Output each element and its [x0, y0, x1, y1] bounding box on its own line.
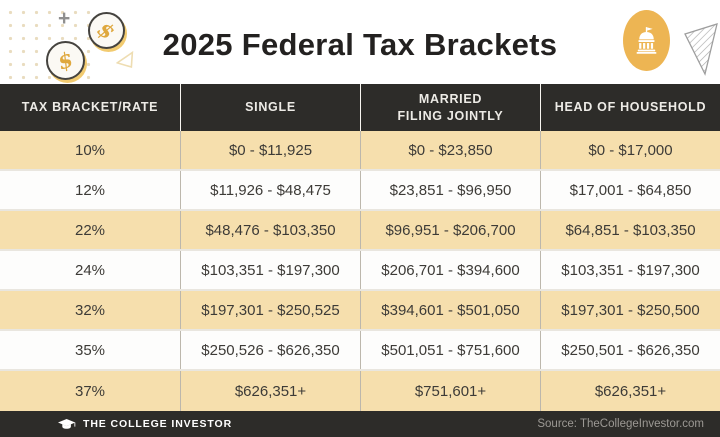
footer-bar: THE COLLEGE INVESTOR Source: TheCollegeI… — [0, 411, 720, 437]
brand-name: THE COLLEGE INVESTOR — [83, 418, 233, 430]
cell-household-range: $103,351 - $197,300 — [540, 251, 720, 289]
cell-single-range: $48,476 - $103,350 — [180, 211, 360, 249]
triangle-outline-icon — [115, 50, 134, 69]
cell-single-range: $103,351 - $197,300 — [180, 251, 360, 289]
graduation-cap-icon — [58, 418, 76, 429]
dollar-coin-icon: $ — [88, 12, 125, 49]
cell-married-range: $23,851 - $96,950 — [360, 171, 540, 209]
column-header-married-filing-jointly: MARRIED FILING JOINTLY — [360, 84, 540, 131]
page-title: 2025 Federal Tax Brackets — [162, 27, 558, 62]
cell-rate: 12% — [74, 181, 106, 199]
brand-logo: THE COLLEGE INVESTOR — [58, 418, 232, 431]
table-row: 37% $626,351+ $751,601+ $626,351+ — [0, 371, 720, 411]
table-row: 12% $11,926 - $48,475 $23,851 - $96,950 … — [0, 171, 720, 211]
column-header-single: SINGLE — [180, 84, 360, 131]
cell-married-range: $394,601 - $501,050 — [360, 291, 540, 329]
plus-icon: + — [58, 7, 71, 30]
dollar-coin-icon: $ — [46, 41, 85, 80]
dollar-sign: $ — [93, 16, 120, 45]
cell-married-range: $751,601+ — [360, 371, 540, 411]
cell-household-range: $626,351+ — [540, 371, 720, 411]
table-row: 10% $0 - $11,925 $0 - $23,850 $0 - $17,0… — [0, 131, 720, 171]
cell-household-range: $250,501 - $626,350 — [540, 331, 720, 369]
cell-rate: 10% — [74, 141, 106, 159]
source-text: Source: TheCollegeInvestor.com — [537, 418, 704, 430]
cell-household-range: $17,001 - $64,850 — [540, 171, 720, 209]
column-header-head-of-household: HEAD OF HOUSEHOLD — [540, 84, 720, 131]
cell-married-range: $501,051 - $751,600 — [360, 331, 540, 369]
cell-single-range: $250,526 - $626,350 — [180, 331, 360, 369]
cell-single-range: $626,351+ — [180, 371, 360, 411]
capitol-building-icon — [623, 10, 670, 71]
cell-married-range: $96,951 - $206,700 — [360, 211, 540, 249]
hatched-triangle-icon — [684, 23, 718, 76]
table-row: 22% $48,476 - $103,350 $96,951 - $206,70… — [0, 211, 720, 251]
column-header-rate: TAX BRACKET/RATE — [21, 100, 159, 115]
table-row: 35% $250,526 - $626,350 $501,051 - $751,… — [0, 331, 720, 371]
cell-married-range: $206,701 - $394,600 — [360, 251, 540, 289]
cell-household-range: $0 - $17,000 — [540, 131, 720, 169]
cell-single-range: $197,301 - $250,525 — [180, 291, 360, 329]
title-bar: + $ $ 2025 Federal Tax Brackets — [0, 0, 720, 84]
cell-rate: 35% — [74, 341, 106, 359]
table-row: 24% $103,351 - $197,300 $206,701 - $394,… — [0, 251, 720, 291]
cell-single-range: $0 - $11,925 — [180, 131, 360, 169]
cell-rate: 24% — [74, 261, 106, 279]
cell-single-range: $11,926 - $48,475 — [180, 171, 360, 209]
cell-rate: 37% — [74, 382, 106, 400]
cell-household-range: $64,851 - $103,350 — [540, 211, 720, 249]
table-header-row: TAX BRACKET/RATE SINGLE MARRIED FILING J… — [0, 84, 720, 131]
cell-married-range: $0 - $23,850 — [360, 131, 540, 169]
dollar-sign: $ — [54, 46, 77, 75]
cell-rate: 22% — [74, 221, 106, 239]
cell-household-range: $197,301 - $250,500 — [540, 291, 720, 329]
table-row: 32% $197,301 - $250,525 $394,601 - $501,… — [0, 291, 720, 331]
cell-rate: 32% — [74, 301, 106, 319]
table-body: 10% $0 - $11,925 $0 - $23,850 $0 - $17,0… — [0, 131, 720, 411]
